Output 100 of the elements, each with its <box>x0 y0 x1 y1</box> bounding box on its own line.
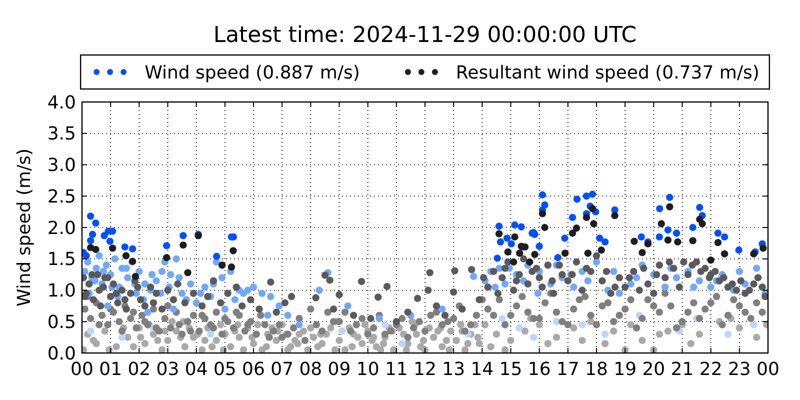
point <box>86 212 94 220</box>
x-tick-label: 14 <box>470 359 494 380</box>
point <box>584 250 592 257</box>
point <box>86 237 94 244</box>
x-tick-label: 13 <box>442 359 466 380</box>
point <box>122 252 130 260</box>
x-tick-label: 02 <box>128 359 151 380</box>
point <box>598 246 605 254</box>
point <box>689 224 696 232</box>
point <box>213 252 220 260</box>
point <box>516 250 524 257</box>
point <box>588 205 596 212</box>
x-tick-label: 06 <box>242 359 265 380</box>
point <box>554 254 562 262</box>
point <box>503 234 511 242</box>
point <box>596 234 604 242</box>
point <box>230 247 237 254</box>
point <box>572 224 580 232</box>
x-tick-label: 01 <box>99 359 122 380</box>
point <box>92 246 100 254</box>
chart-title: Latest time: 2024-11-29 00:00:00 UTC <box>213 23 637 48</box>
point <box>495 222 503 230</box>
x-tick-label: 04 <box>184 359 208 380</box>
x-tick-label: 18 <box>585 359 608 380</box>
point <box>86 327 94 335</box>
y-tick-label: 1.0 <box>47 280 76 302</box>
point <box>573 196 581 203</box>
x-tick-label: 20 <box>642 359 666 380</box>
point <box>82 252 90 260</box>
point <box>582 214 590 222</box>
point <box>674 238 682 246</box>
point <box>538 191 546 198</box>
point <box>508 240 515 248</box>
y-tick-label: 4.0 <box>47 92 76 114</box>
y-tick-label: 2.5 <box>47 186 76 208</box>
x-tick-label: 08 <box>299 359 322 380</box>
point <box>108 244 116 252</box>
point <box>180 241 187 249</box>
point <box>92 220 100 227</box>
point <box>516 324 523 332</box>
x-tick-label: 12 <box>414 359 436 380</box>
point <box>381 321 389 328</box>
point <box>590 220 598 228</box>
point <box>666 203 674 210</box>
point <box>568 230 576 237</box>
point <box>735 246 742 254</box>
point <box>536 242 543 250</box>
point <box>672 230 680 237</box>
y-tick-label: 2.0 <box>47 218 76 239</box>
point <box>568 214 576 222</box>
x-tick-label: 15 <box>499 359 522 380</box>
x-tick-label: 22 <box>699 359 722 380</box>
point <box>707 256 714 264</box>
point <box>106 238 114 245</box>
legend-label: Wind speed (0.887 m/s) <box>144 62 360 84</box>
point <box>638 249 646 256</box>
x-tick-label: 16 <box>528 359 551 380</box>
point <box>561 250 569 257</box>
point <box>100 232 108 240</box>
point <box>88 230 96 238</box>
point <box>630 238 638 245</box>
point <box>511 233 518 241</box>
point <box>538 210 546 218</box>
point <box>128 245 136 252</box>
point <box>664 236 672 244</box>
point <box>760 244 767 252</box>
x-tick-label: 23 <box>728 359 751 380</box>
y-tick-label: 1.5 <box>47 249 76 270</box>
point <box>496 238 504 246</box>
point <box>611 212 618 220</box>
point <box>526 258 534 266</box>
point <box>720 250 728 258</box>
point <box>714 238 722 246</box>
y-tick-label: 3.5 <box>47 124 76 145</box>
point <box>531 250 538 258</box>
point <box>228 263 236 271</box>
x-tick-label: 05 <box>213 359 236 380</box>
point <box>498 314 506 322</box>
x-tick-label: 10 <box>356 359 380 380</box>
point <box>510 258 518 266</box>
point <box>601 330 609 338</box>
point <box>121 243 128 251</box>
x-tick-label: 21 <box>670 359 694 380</box>
point <box>750 321 758 328</box>
point <box>541 224 548 232</box>
point <box>656 233 663 241</box>
point <box>720 233 728 241</box>
point <box>218 262 226 269</box>
point <box>638 233 645 241</box>
point <box>724 330 732 338</box>
point <box>495 230 503 238</box>
x-tick-label: 00 <box>70 359 94 380</box>
point <box>118 334 126 341</box>
y-axis-title: Wind speed (m/s) <box>14 148 35 307</box>
point <box>658 220 665 228</box>
point <box>714 230 722 237</box>
point <box>696 204 704 212</box>
point <box>207 330 214 338</box>
legend-label: Resultant wind speed (0.737 m/s) <box>456 62 760 84</box>
x-tick-label: 03 <box>156 359 180 380</box>
